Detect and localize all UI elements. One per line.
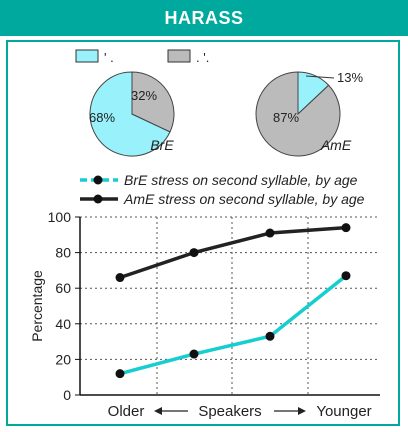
y-axis-label: Percentage (29, 270, 45, 342)
chart-canvas: ' . . '. 68% 32% BrE 13% 87% AmE BrE stress o… (29, 49, 380, 420)
y-tick-label: 40 (55, 316, 71, 332)
chart-frame: ' . . '. 68% 32% BrE 13% 87% AmE BrE stress o… (6, 40, 400, 426)
series-point-1 (265, 228, 275, 238)
legend-stress-mark-second-syllable: ' . (104, 50, 114, 65)
line-plot: 0 20 40 60 80 100 Percentage Older Speakers Young… (29, 209, 380, 420)
series-point-0 (189, 349, 199, 359)
y-tick-label: 0 (63, 387, 71, 403)
legend-label-1: AmE stress on second syllable, by age (123, 191, 365, 207)
x-label-younger: Younger (316, 403, 371, 420)
pie-slice-ame-1 (255, 71, 341, 157)
y-tick-label: 60 (55, 280, 71, 296)
pie-leader-line (305, 75, 335, 79)
pie-label-ame-1: 87% (273, 110, 299, 125)
pie-name-ame: AmE (320, 137, 352, 153)
pie-slice-bre-0 (89, 71, 171, 157)
series-point-0 (265, 331, 275, 341)
pie-label-ame-0: 13% (337, 70, 363, 85)
top-legend: ' . . '. (75, 49, 209, 65)
pie-label-bre-1: 32% (131, 88, 157, 103)
series-point-0 (341, 271, 351, 281)
arrow-right-head-icon (298, 407, 306, 415)
series-point-1 (115, 273, 125, 283)
series-line-1 (119, 225, 347, 280)
series-point-1 (341, 223, 351, 233)
y-tick-label: 80 (55, 245, 71, 261)
legend-label-0: BrE stress on second syllable, by age (124, 172, 358, 188)
legend-swatch-second-syllable (75, 49, 99, 63)
series-line-0 (119, 274, 348, 376)
arrow-left-head-icon (154, 407, 162, 415)
pie-name-bre: BrE (150, 137, 174, 153)
x-label-older: Older (108, 403, 145, 420)
pie-label-bre-0: 68% (89, 110, 115, 125)
legend-stress-mark-first-syllable: . '. (196, 50, 209, 65)
header-banner: HARASS (0, 0, 408, 36)
legend-marker-1 (93, 194, 103, 204)
y-tick-label: 100 (48, 209, 72, 225)
pie-slice-bre-1 (131, 71, 175, 133)
legend-marker-0 (93, 175, 103, 185)
pie-charts: 68% 32% BrE 13% 87% AmE (89, 70, 363, 157)
x-axis-label: Speakers (198, 403, 261, 420)
series-point-0 (115, 369, 125, 379)
page-title: HARASS (164, 7, 244, 28)
line-legend: BrE stress on second syllable, by age AmE… (80, 172, 365, 207)
y-tick-label: 20 (55, 351, 71, 367)
series-point-1 (189, 248, 199, 258)
legend-swatch-first-syllable (167, 49, 191, 63)
